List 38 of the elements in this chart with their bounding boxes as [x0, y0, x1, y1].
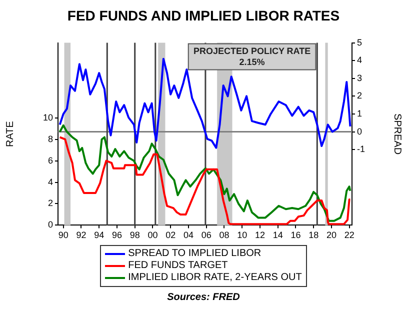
y2-tick-label: 3: [357, 72, 362, 83]
y2-tick-label: 4: [357, 55, 362, 66]
x-tick-label: 22: [344, 230, 354, 240]
x-tick-label: 02: [166, 230, 176, 240]
x-tick-label: 16: [290, 230, 301, 240]
x-tick-label: 98: [130, 230, 140, 240]
x-tick-label: 92: [76, 230, 86, 240]
x-tick-label: 10: [237, 230, 248, 240]
x-tick-label: 04: [183, 230, 194, 240]
chart-title: FED FUNDS AND IMPLIED LIBOR RATES: [67, 7, 340, 24]
y-tick-label: 8: [48, 134, 53, 144]
x-tick-label: 00: [148, 230, 158, 240]
x-tick-label: 08: [219, 230, 230, 240]
y-axis-title: RATE: [4, 120, 16, 147]
x-tick-label: 90: [58, 230, 68, 240]
y2-tick-label: 1: [357, 108, 362, 118]
x-tick-label: 12: [254, 230, 265, 240]
x-tick-label: 94: [94, 230, 104, 240]
x-tick-label: 96: [112, 230, 122, 240]
y2-tick-label: -1: [357, 144, 366, 154]
y2-tick-label: 2: [357, 90, 362, 101]
legend-label: FED FUNDS TARGET: [128, 260, 228, 272]
annotation: PROJECTED POLICY RATE 2.15%: [193, 46, 311, 67]
y-tick-label: 0: [48, 220, 53, 230]
source-note: Sources: FRED: [166, 292, 241, 303]
legend-label: SPREAD TO IMPLIED LIBOR: [128, 248, 262, 260]
y-tick-label: 4: [48, 176, 53, 187]
y-tick-label: 6: [48, 155, 53, 166]
y2-axis-title: SPREAD: [391, 113, 402, 155]
y2-tick-label: 0: [357, 126, 362, 136]
x-tick-label: 18: [308, 230, 319, 240]
legend-label: IMPLIED LIBOR RATE, 2-YEARS OUT: [128, 272, 302, 284]
x-tick-label: 14: [272, 230, 283, 240]
x-tick-label: 20: [326, 230, 336, 240]
x-tick-label: 06: [201, 230, 212, 240]
y-tick-label: 2: [48, 198, 53, 208]
y2-tick-label: 5: [357, 37, 362, 48]
y-tick-label: 10: [42, 112, 53, 122]
